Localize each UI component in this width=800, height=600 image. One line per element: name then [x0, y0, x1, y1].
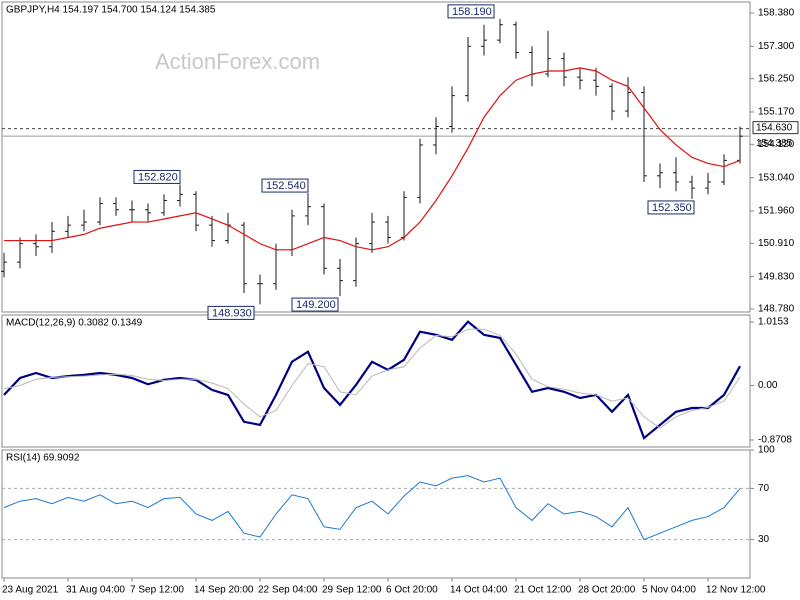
y-tick-label: 158.380: [758, 8, 795, 19]
x-tick-label: 7 Sep 12:00: [130, 585, 184, 596]
price-label: 154.630: [756, 122, 793, 133]
annotation: 158.190: [452, 6, 492, 18]
y-tick-label: -0.8708: [758, 435, 792, 446]
x-tick-label: 29 Sep 12:00: [322, 585, 382, 596]
rsi-title: RSI(14) 69.9092: [6, 453, 80, 464]
y-tick-label: 157.300: [758, 41, 795, 52]
x-tick-label: 5 Nov 04:00: [642, 585, 696, 596]
annotation-box: [291, 297, 339, 312]
annotation: 152.540: [266, 180, 306, 192]
annotation: 149.200: [296, 299, 336, 311]
x-tick-label: 14 Oct 04:00: [450, 585, 508, 596]
y-tick-label: 155.170: [758, 107, 795, 118]
annotation: 148.930: [212, 307, 252, 319]
y-tick-label: 100: [758, 445, 775, 456]
y-tick-label: 149.830: [758, 271, 795, 282]
y-tick-label: 153.040: [758, 172, 795, 183]
x-tick-label: 12 Nov 12:00: [706, 585, 766, 596]
macd-pane: [1, 314, 751, 448]
indicator-line: [3, 320, 741, 440]
annotation: 152.350: [652, 202, 692, 214]
y-tick-label: 156.250: [758, 73, 795, 84]
price-title: GBPJPY,H4 154.197 154.700 154.124 154.38…: [6, 5, 216, 16]
moving-average: [4, 67, 741, 251]
price-pane: [1, 1, 751, 313]
macd-title: MACD(12,26,9) 0.3082 0.1349: [6, 318, 143, 329]
price-label: 154.385: [756, 138, 793, 149]
y-tick-label: 70: [758, 483, 770, 494]
x-tick-label: 22 Sep 04:00: [258, 585, 318, 596]
indicator-line: [3, 475, 741, 541]
watermark: ActionForex.com: [155, 49, 320, 74]
annotation-box: [261, 178, 309, 193]
y-tick-label: 154.120: [758, 139, 795, 150]
x-tick-label: 28 Oct 20:00: [578, 585, 636, 596]
y-tick-label: 150.910: [758, 238, 795, 249]
x-tick-label: 21 Oct 12:00: [514, 585, 572, 596]
x-tick-label: 14 Sep 20:00: [194, 585, 254, 596]
y-tick-label: 151.960: [758, 206, 795, 217]
x-tick-label: 31 Aug 04:00: [66, 585, 125, 596]
annotation-box: [447, 4, 495, 19]
annotation-box: [647, 200, 695, 215]
indicator-line: [3, 328, 741, 429]
rsi-pane: [1, 449, 751, 579]
x-tick-label: 23 Aug 2021: [2, 585, 59, 596]
annotation-box: [207, 305, 255, 320]
x-tick-label: 6 Oct 20:00: [386, 585, 438, 596]
price-box: [752, 121, 799, 135]
y-tick-label: 30: [758, 534, 770, 545]
y-tick-label: 148.780: [758, 304, 795, 315]
y-tick-label: 1.0153: [758, 317, 789, 328]
annotation-box: [133, 169, 181, 184]
annotation: 152.820: [138, 171, 178, 183]
y-tick-label: 0.00: [758, 380, 778, 391]
